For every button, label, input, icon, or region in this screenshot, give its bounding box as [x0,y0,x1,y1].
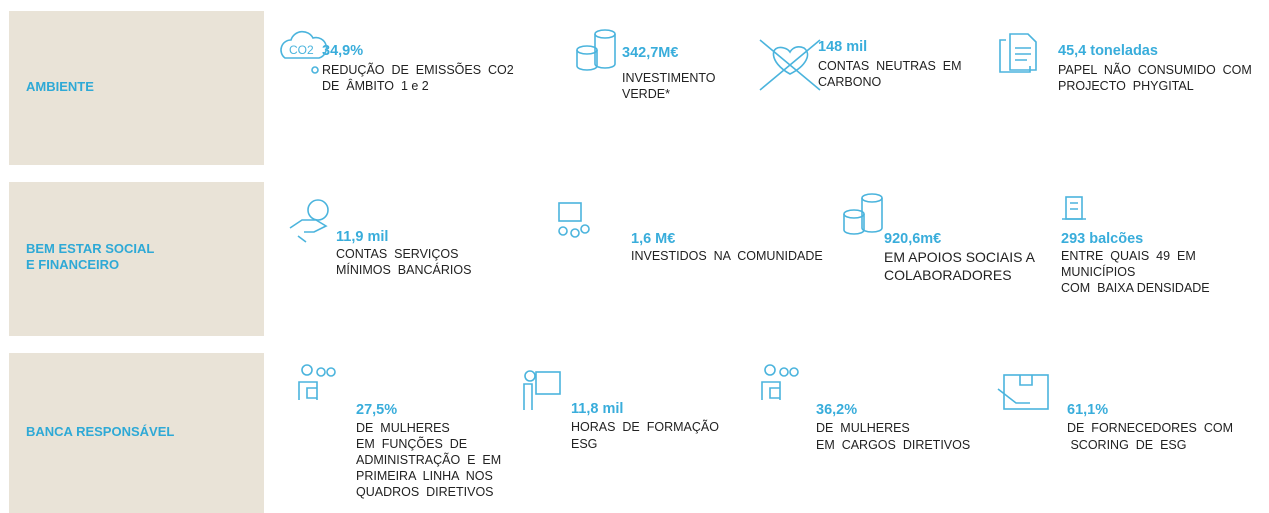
kpi-description: VERDE* [622,87,670,101]
kpi-description: ESG [571,437,598,451]
kpi-value: 34,9% [322,43,364,59]
icon [843,193,883,235]
icon [999,33,1037,73]
kpi-description: DE ÂMBITO 1 e 2 [322,79,429,93]
kpi-description: QUADROS DIRETIVOS [356,485,494,499]
kpi-description: DE MULHERES [356,421,450,435]
kpi-description: EM APOIOS SOCIAIS A [884,249,1035,265]
icon [997,374,1049,410]
kpi-description: PROJECTO PHYGITAL [1058,79,1194,93]
kpi-description: EM CARGOS DIRETIVOS [816,438,971,452]
section-label: AMBIENTE [26,79,94,94]
section-panel [9,11,264,165]
section-label: BEM ESTAR SOCIAL [26,241,155,256]
kpi-description: COM BAIXA DENSIDADE [1061,281,1210,295]
icon [1062,196,1086,220]
kpi-description: EM FUNÇÕES DE [356,437,468,451]
icon [576,29,616,71]
kpi-description: DE MULHERES [816,421,910,435]
icon [298,364,336,400]
kpi-description: CARBONO [818,75,882,89]
kpi-description: CONTAS NEUTRAS EM [818,59,962,73]
kpi-value: 148 mil [818,39,868,55]
section-label: E FINANCEIRO [26,257,120,272]
kpi-value: 61,1% [1067,402,1109,418]
svg-text:CO2: CO2 [289,43,314,57]
kpi-description: ENTRE QUAIS 49 EM [1061,249,1196,263]
kpi-description: PAPEL NÃO CONSUMIDO COM [1058,63,1252,77]
kpi-description: MÍNIMOS BANCÁRIOS [336,263,472,277]
kpi-value: 45,4 toneladas [1058,43,1158,59]
kpi-value: 1,6 M€ [631,231,676,247]
icon [523,370,561,410]
icon [558,202,590,238]
kpi-value: 36,2% [816,402,858,418]
kpi-value: 27,5% [356,402,398,418]
icon [759,39,821,91]
kpi-value: 11,8 mil [571,401,624,417]
kpi-description: INVESTIDOS NA COMUNIDADE [631,249,823,263]
kpi-description: COLABORADORES [884,267,1012,283]
section-panel [9,353,264,513]
kpi-description: SCORING DE ESG [1067,438,1187,452]
kpi-description: REDUÇÃO DE EMISSÕES CO2 [322,63,514,77]
kpi-description: PRIMEIRA LINHA NOS [356,469,493,483]
kpi-description: INVESTIMENTO [622,71,716,85]
kpi-description: ADMINISTRAÇÃO E EM [356,453,502,467]
icon [289,199,329,243]
section-panel [9,182,264,336]
icon [761,364,799,400]
kpi-value: 342,7M€ [622,45,679,61]
kpi-description: CONTAS SERVIÇOS [336,247,459,261]
icon: CO2 [280,30,328,74]
kpi-description: MUNICÍPIOS [1061,265,1136,279]
section-label: BANCA RESPONSÁVEL [26,424,175,439]
kpi-description: HORAS DE FORMAÇÃO [571,420,719,434]
kpi-value: 293 balcões [1061,231,1144,247]
kpi-value: 11,9 mil [336,229,389,245]
infographic: AMBIENTE 34,9% REDUÇÃO DE EMISSÕES CO2 DE Â… [9,11,1252,513]
kpi-description: DE FORNECEDORES COM [1067,421,1233,435]
kpi-value: 920,6m€ [884,231,942,247]
